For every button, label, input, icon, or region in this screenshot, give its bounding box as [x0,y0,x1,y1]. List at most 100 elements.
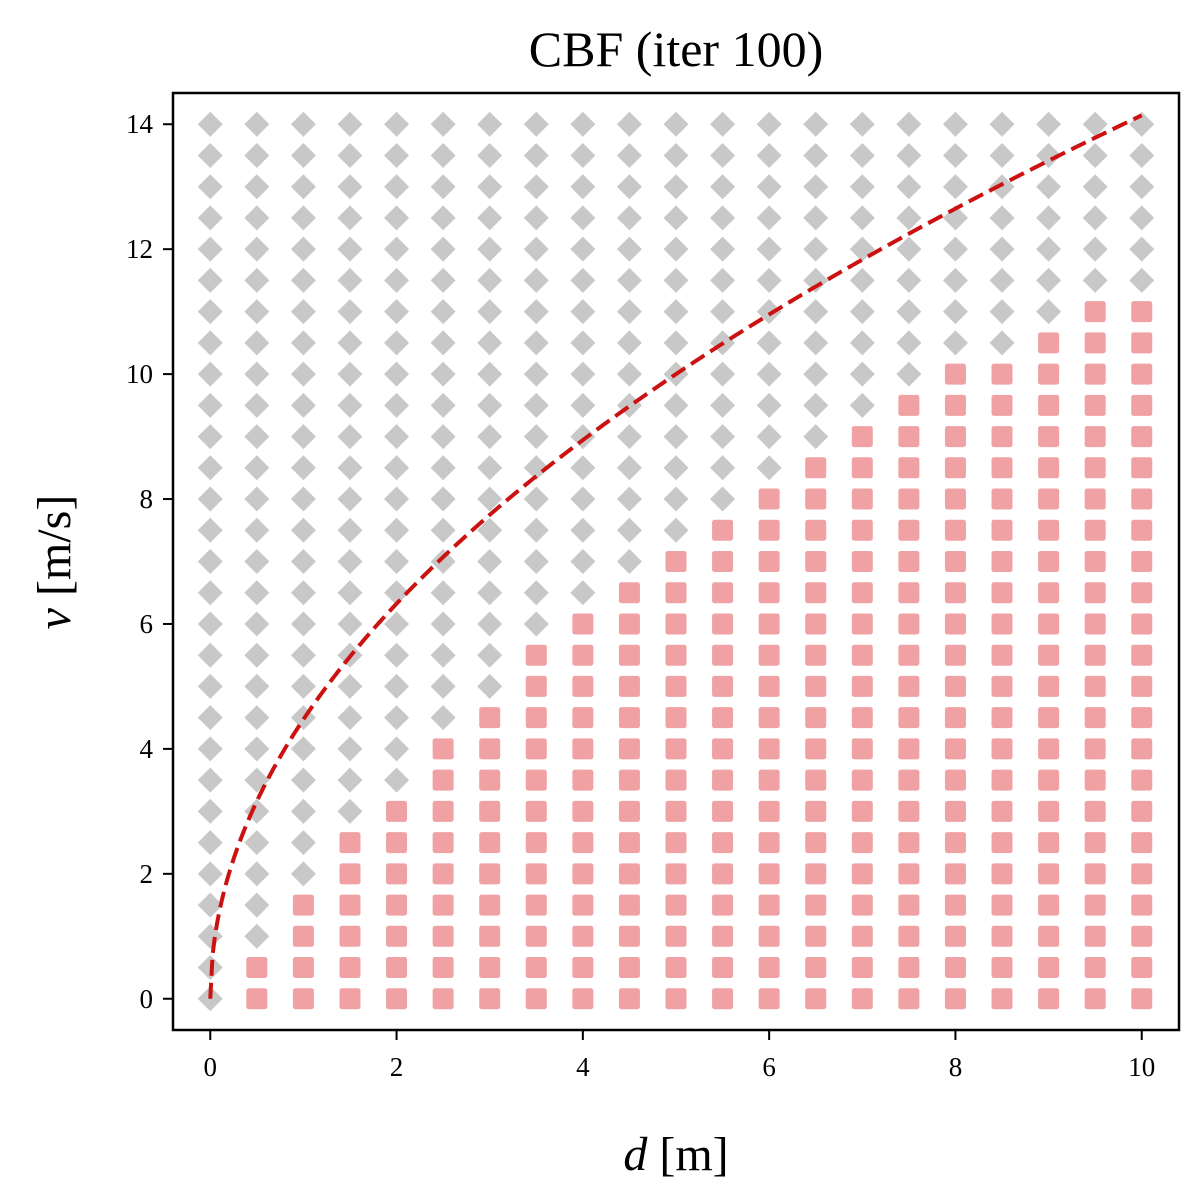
safe-marker [942,236,968,262]
unsafe-marker [618,832,640,854]
unsafe-marker [1038,644,1060,666]
safe-marker [337,142,363,168]
safe-marker [290,611,316,637]
unsafe-marker [1131,613,1153,635]
y-tick-label: 6 [140,609,154,639]
safe-marker [942,174,968,200]
unsafe-marker [898,863,920,885]
safe-marker [430,267,456,293]
safe-marker [244,455,270,481]
unsafe-marker [386,894,408,916]
safe-marker [337,174,363,200]
safe-marker [430,580,456,606]
x-axis-label: d [m] [623,1128,728,1181]
safe-marker [663,455,689,481]
safe-marker [1036,267,1062,293]
unsafe-marker [665,613,687,635]
safe-marker [197,299,223,325]
safe-marker [896,174,922,200]
safe-marker [616,361,642,387]
safe-marker [616,205,642,231]
safe-marker [384,392,410,418]
safe-marker [1129,142,1155,168]
safe-marker [896,299,922,325]
unsafe-marker [1084,332,1106,354]
safe-marker [989,330,1015,356]
unsafe-marker [525,769,547,791]
safe-marker [570,236,596,262]
unsafe-marker [572,613,594,635]
unsafe-marker [339,832,361,854]
unsafe-marker [758,519,780,541]
unsafe-marker [1131,894,1153,916]
unsafe-marker [991,957,1013,979]
unsafe-marker [944,832,966,854]
unsafe-marker [712,707,734,729]
safe-marker [989,205,1015,231]
safe-marker [756,455,782,481]
unsafe-marker [1038,457,1060,479]
unsafe-marker [944,551,966,572]
unsafe-marker [525,863,547,885]
unsafe-marker [805,488,827,510]
unsafe-marker [665,551,687,572]
unsafe-marker [898,394,920,416]
safe-marker [616,267,642,293]
unsafe-marker [991,426,1013,448]
unsafe-marker [944,925,966,947]
safe-marker [244,174,270,200]
safe-marker [384,705,410,731]
safe-marker [337,424,363,450]
safe-marker [384,580,410,606]
safe-marker [942,330,968,356]
safe-marker [756,205,782,231]
safe-marker [523,392,549,418]
safe-marker [384,517,410,543]
unsafe-marker [525,988,547,1010]
unsafe-marker [1084,519,1106,541]
unsafe-marker [1038,800,1060,822]
safe-marker [803,392,829,418]
unsafe-marker [898,707,920,729]
unsafe-marker [525,644,547,666]
unsafe-marker [851,582,873,604]
unsafe-marker [944,644,966,666]
safe-marker [1082,174,1108,200]
unsafe-marker [525,832,547,854]
safe-marker [290,361,316,387]
unsafe-marker [712,988,734,1010]
unsafe-marker [805,832,827,854]
unsafe-marker [572,894,594,916]
unsafe-marker [758,738,780,760]
unsafe-marker [1131,832,1153,854]
unsafe-marker [1131,363,1153,385]
safe-marker [337,111,363,137]
safe-marker [197,267,223,293]
unsafe-marker [944,426,966,448]
safe-marker [710,455,736,481]
unsafe-marker [758,582,780,604]
unsafe-marker [665,582,687,604]
unsafe-marker [479,800,501,822]
safe-marker [477,205,503,231]
safe-marker [849,267,875,293]
y-axis-unit: [m/s] [28,495,81,596]
unsafe-marker [1084,738,1106,760]
unsafe-marker [944,488,966,510]
unsafe-marker [944,707,966,729]
x-tick-label: 6 [762,1052,776,1082]
safe-marker [570,267,596,293]
unsafe-marker [805,925,827,947]
unsafe-marker [1038,988,1060,1010]
safe-marker [290,142,316,168]
unsafe-marker [758,863,780,885]
safe-marker [290,174,316,200]
unsafe-marker [805,800,827,822]
unsafe-marker [1084,988,1106,1010]
safe-marker [384,111,410,137]
safe-marker [849,236,875,262]
safe-marker [197,486,223,512]
unsafe-marker [1038,769,1060,791]
unsafe-marker [1084,613,1106,635]
unsafe-marker [758,769,780,791]
